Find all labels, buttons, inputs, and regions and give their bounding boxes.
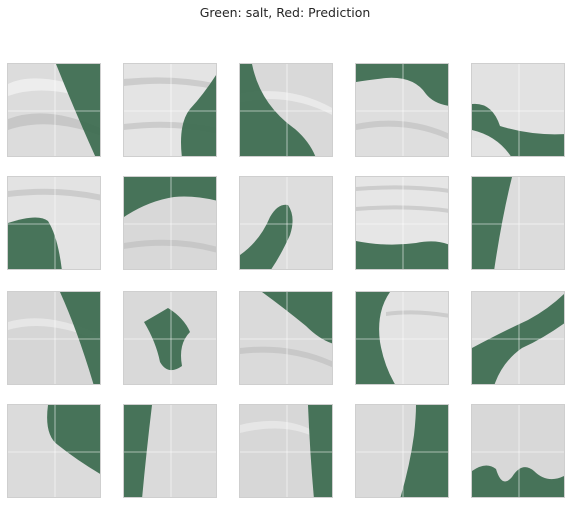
seismic-tile-r3c3 [239, 291, 333, 385]
seismic-tile-r2c3 [239, 176, 333, 270]
figure-title: Green: salt, Red: Prediction [199, 5, 371, 20]
seismic-tile-r4c5 [471, 404, 565, 498]
seismic-tile-r1c3 [239, 63, 333, 157]
seismic-tile-r3c1 [7, 291, 101, 385]
seismic-tile-r4c2 [123, 404, 217, 498]
seismic-tile-r4c1 [7, 404, 101, 498]
seismic-tile-r1c1 [7, 63, 101, 157]
seismic-tile-r3c4 [355, 291, 449, 385]
seismic-tile-r1c5 [471, 63, 565, 157]
seismic-tile-r2c1 [7, 176, 101, 270]
seismic-tile-r4c3 [239, 404, 333, 498]
seismic-tile-r1c2 [123, 63, 217, 157]
seismic-tile-r3c5 [471, 291, 565, 385]
seismic-tile-r1c4 [355, 63, 449, 157]
seismic-tile-r3c2 [123, 291, 217, 385]
seismic-tile-r2c2 [123, 176, 217, 270]
seismic-tile-r2c5 [471, 176, 565, 270]
seismic-tile-r4c4 [355, 404, 449, 498]
seismic-tile-r2c4 [355, 176, 449, 270]
